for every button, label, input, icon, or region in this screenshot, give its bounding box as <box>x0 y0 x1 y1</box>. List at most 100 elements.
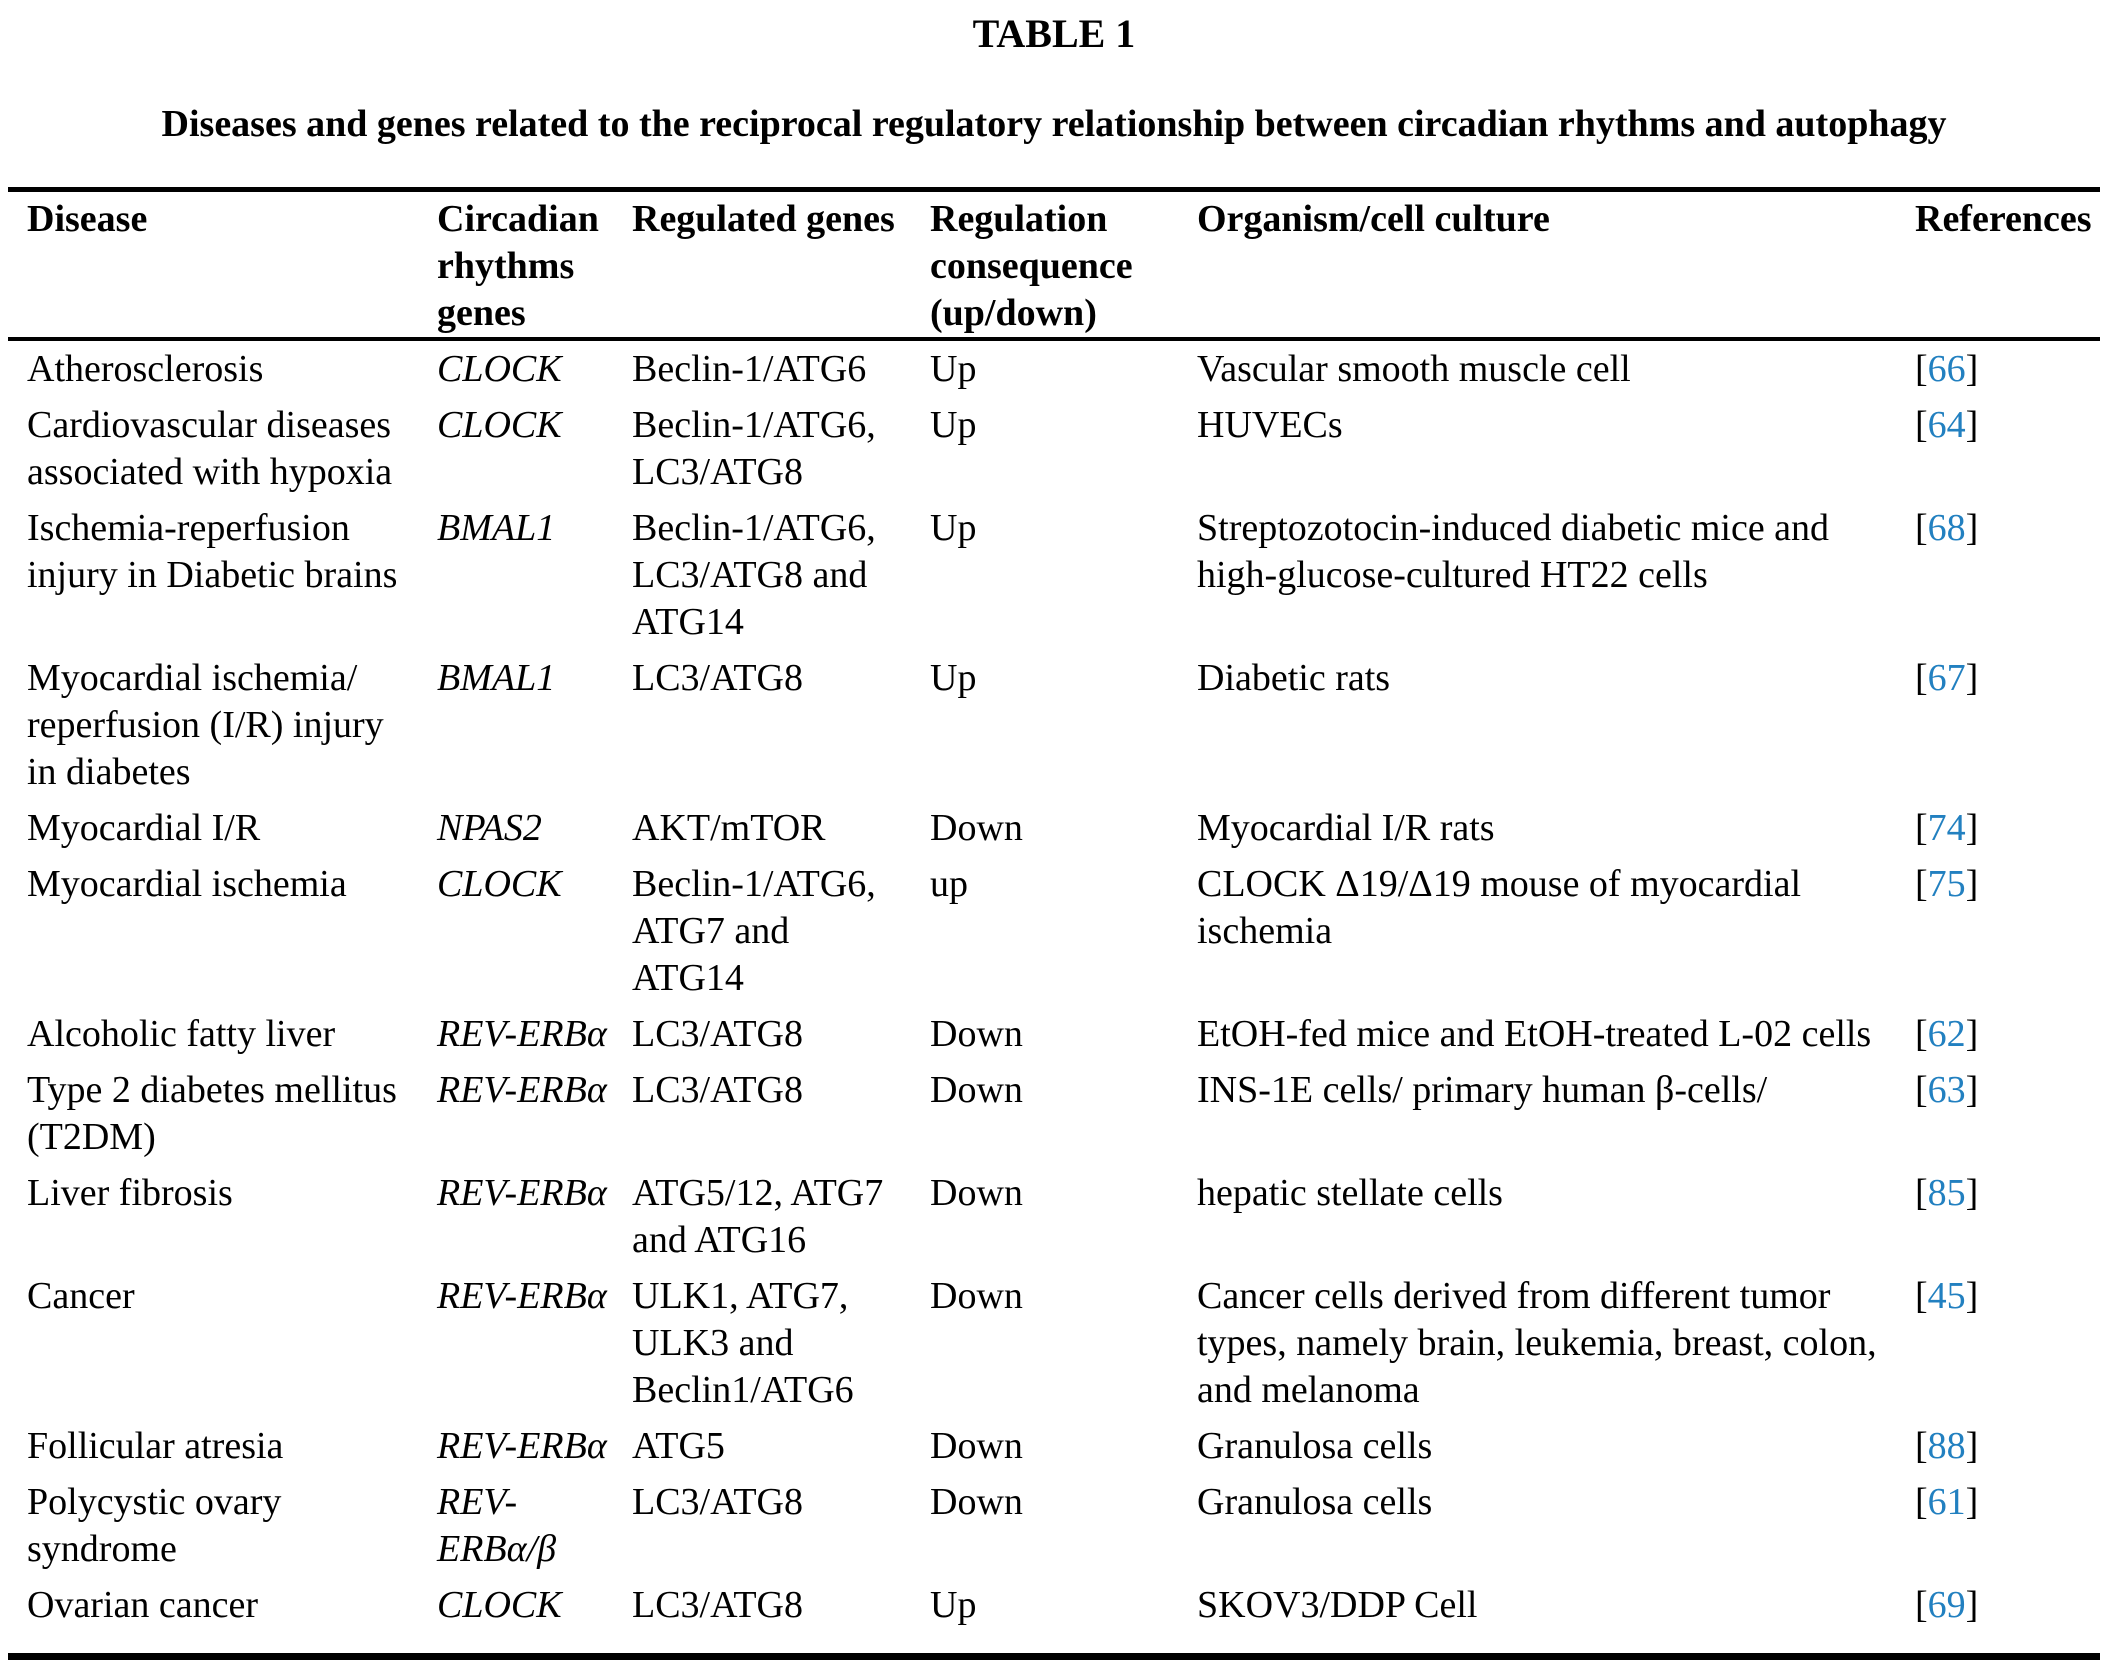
cell-references: [88] <box>1915 1423 2105 1470</box>
table-label: TABLE 1 <box>972 11 1136 56</box>
table-row: Alcoholic fatty liver REV-ERBα LC3/ATG8 … <box>0 1006 2108 1062</box>
reference-bracket-close: ] <box>1965 404 1979 446</box>
reference-link[interactable]: 63 <box>1927 1069 1966 1111</box>
table-row: Myocardial I/R NPAS2 AKT/mTOR Down Myoca… <box>0 800 2108 856</box>
cell-regulated-genes: ATG5/12, ATG7 and ATG16 <box>632 1172 884 1261</box>
table-row: Atherosclerosis CLOCK Beclin-1/ATG6 Up V… <box>0 341 2108 397</box>
cell-regulation: Up <box>930 507 977 549</box>
cell-disease: Follicular atresia <box>27 1425 284 1467</box>
cell-circadian-genes: REV-ERBα <box>437 1069 607 1111</box>
cell-circadian-genes: NPAS2 <box>437 807 542 849</box>
cell-regulated-genes: LC3/ATG8 <box>632 1013 803 1055</box>
cell-organism: Myocardial I/R rats <box>1197 807 1495 849</box>
reference-link[interactable]: 67 <box>1927 657 1966 699</box>
reference-link[interactable]: 61 <box>1927 1481 1966 1523</box>
cell-regulated-genes: Beclin-1/ATG6, LC3/ATG8 and ATG14 <box>632 507 876 643</box>
cell-references: [75] <box>1915 861 2105 908</box>
cell-regulation: Down <box>930 1425 1023 1467</box>
cell-references: [66] <box>1915 346 2105 393</box>
reference-link[interactable]: 85 <box>1927 1172 1966 1214</box>
cell-disease: Myocardial ischemia <box>27 863 347 905</box>
cell-regulated-genes: Beclin-1/ATG6, ATG7 and ATG14 <box>632 863 876 999</box>
reference-link[interactable]: 68 <box>1927 507 1966 549</box>
cell-regulation: Up <box>930 348 977 390</box>
column-header-regulation-consequence: Regulation consequence (up/down) <box>930 198 1133 334</box>
cell-regulation: up <box>930 863 968 905</box>
reference-bracket-open: [ <box>1915 863 1928 905</box>
reference-bracket-open: [ <box>1915 1013 1928 1055</box>
column-header-regulated-genes: Regulated genes <box>632 198 895 240</box>
cell-disease: Myocardial I/R <box>27 807 261 849</box>
column-header-disease: Disease <box>27 198 148 240</box>
reference-link[interactable]: 66 <box>1927 348 1966 390</box>
table-row: Myocardial ischemia CLOCK Beclin-1/ATG6,… <box>0 856 2108 1006</box>
table-row: Polycystic ovary syndrome REV- ERBα/β LC… <box>0 1474 2108 1577</box>
cell-organism: Cancer cells derived from different tumo… <box>1197 1275 1877 1411</box>
reference-link[interactable]: 69 <box>1927 1584 1966 1626</box>
reference-link[interactable]: 74 <box>1927 807 1966 849</box>
reference-bracket-open: [ <box>1915 404 1928 446</box>
cell-regulation: Down <box>930 1013 1023 1055</box>
cell-regulated-genes: LC3/ATG8 <box>632 1069 803 1111</box>
table-row: Follicular atresia REV-ERBα ATG5 Down Gr… <box>0 1418 2108 1474</box>
cell-regulated-genes: LC3/ATG8 <box>632 1481 803 1523</box>
cell-disease: Myocardial ischemia/ reperfusion (I/R) i… <box>27 657 384 793</box>
table-row: Cancer REV-ERBα ULK1, ATG7, ULK3 and Bec… <box>0 1268 2108 1418</box>
reference-bracket-open: [ <box>1915 348 1928 390</box>
cell-disease: Cardiovascular diseases associated with … <box>27 404 393 493</box>
cell-disease: Ovarian cancer <box>27 1584 259 1626</box>
table-header-rule <box>8 337 2100 341</box>
cell-regulation: Down <box>930 1069 1023 1111</box>
cell-organism: Diabetic rats <box>1197 657 1391 699</box>
table-bottom-rule <box>8 1653 2100 1660</box>
cell-regulation: Down <box>930 1275 1023 1317</box>
reference-bracket-open: [ <box>1915 1069 1928 1111</box>
reference-link[interactable]: 45 <box>1927 1275 1966 1317</box>
reference-bracket-close: ] <box>1965 1481 1979 1523</box>
reference-bracket-open: [ <box>1915 1172 1928 1214</box>
cell-circadian-genes: BMAL1 <box>437 507 556 549</box>
cell-regulated-genes: AKT/mTOR <box>632 807 826 849</box>
cell-circadian-genes: CLOCK <box>437 404 562 446</box>
reference-bracket-open: [ <box>1915 807 1928 849</box>
cell-references: [64] <box>1915 402 2105 449</box>
reference-bracket-close: ] <box>1965 1275 1979 1317</box>
cell-disease: Ischemia-reperfusion injury in Diabetic … <box>27 507 398 596</box>
cell-regulated-genes: LC3/ATG8 <box>632 657 803 699</box>
cell-organism: Granulosa cells <box>1197 1481 1433 1523</box>
reference-bracket-open: [ <box>1915 1425 1928 1467</box>
cell-disease: Atherosclerosis <box>27 348 264 390</box>
cell-regulation: Down <box>930 1172 1023 1214</box>
cell-circadian-genes: REV-ERBα <box>437 1275 607 1317</box>
reference-bracket-open: [ <box>1915 1584 1928 1626</box>
reference-link[interactable]: 64 <box>1927 404 1966 446</box>
cell-circadian-genes: REV-ERBα <box>437 1425 607 1467</box>
reference-link[interactable]: 88 <box>1927 1425 1966 1467</box>
cell-circadian-genes: REV-ERBα <box>437 1172 607 1214</box>
cell-organism: EtOH-fed mice and EtOH-treated L-02 cell… <box>1197 1013 1872 1055</box>
cell-regulation: Up <box>930 1584 977 1626</box>
reference-bracket-open: [ <box>1915 1275 1928 1317</box>
reference-bracket-close: ] <box>1965 657 1979 699</box>
reference-link[interactable]: 62 <box>1927 1013 1966 1055</box>
cell-references: [62] <box>1915 1011 2105 1058</box>
cell-circadian-genes: CLOCK <box>437 348 562 390</box>
cell-regulation: Up <box>930 657 977 699</box>
reference-link[interactable]: 75 <box>1927 863 1966 905</box>
reference-bracket-close: ] <box>1965 1013 1979 1055</box>
cell-references: [61] <box>1915 1479 2105 1526</box>
cell-circadian-genes: CLOCK <box>437 863 562 905</box>
cell-circadian-genes: BMAL1 <box>437 657 556 699</box>
column-header-circadian-rhythms-genes: Circadian rhythms genes <box>437 198 599 334</box>
reference-bracket-close: ] <box>1965 1584 1979 1626</box>
cell-regulated-genes: Beclin-1/ATG6 <box>632 348 867 390</box>
reference-bracket-close: ] <box>1965 807 1979 849</box>
cell-regulated-genes: ATG5 <box>632 1425 725 1467</box>
cell-references: [74] <box>1915 805 2105 852</box>
reference-bracket-close: ] <box>1965 863 1979 905</box>
cell-references: [69] <box>1915 1582 2105 1629</box>
column-header-references: References <box>1915 198 2092 240</box>
table-row: Liver fibrosis REV-ERBα ATG5/12, ATG7 an… <box>0 1165 2108 1268</box>
cell-organism: Vascular smooth muscle cell <box>1197 348 1631 390</box>
cell-disease: Alcoholic fatty liver <box>27 1013 336 1055</box>
